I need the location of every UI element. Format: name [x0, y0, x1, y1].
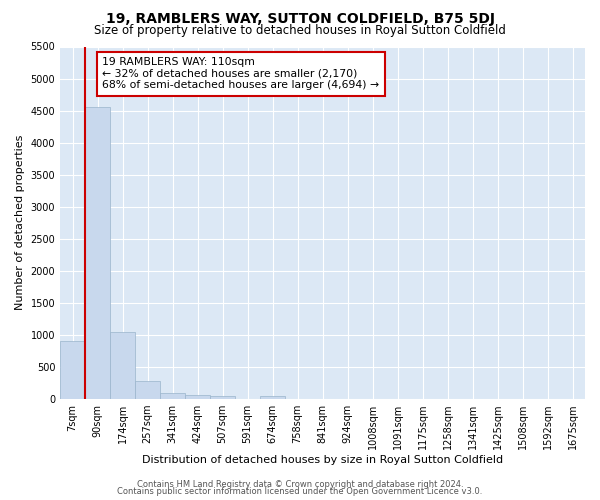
Bar	[60, 342, 85, 399]
Bar	[260, 396, 285, 399]
Bar	[85, 108, 110, 399]
Text: Contains HM Land Registry data © Crown copyright and database right 2024.: Contains HM Land Registry data © Crown c…	[137, 480, 463, 489]
Bar	[210, 396, 235, 399]
Text: 19 RAMBLERS WAY: 110sqm
← 32% of detached houses are smaller (2,170)
68% of semi: 19 RAMBLERS WAY: 110sqm ← 32% of detache…	[102, 57, 379, 90]
Bar	[160, 394, 185, 399]
X-axis label: Distribution of detached houses by size in Royal Sutton Coldfield: Distribution of detached houses by size …	[142, 455, 503, 465]
Bar	[185, 395, 210, 399]
Bar	[110, 332, 135, 399]
Text: 19, RAMBLERS WAY, SUTTON COLDFIELD, B75 5DJ: 19, RAMBLERS WAY, SUTTON COLDFIELD, B75 …	[106, 12, 494, 26]
Text: Size of property relative to detached houses in Royal Sutton Coldfield: Size of property relative to detached ho…	[94, 24, 506, 37]
Y-axis label: Number of detached properties: Number of detached properties	[15, 135, 25, 310]
Text: Contains public sector information licensed under the Open Government Licence v3: Contains public sector information licen…	[118, 487, 482, 496]
Bar	[135, 381, 160, 399]
